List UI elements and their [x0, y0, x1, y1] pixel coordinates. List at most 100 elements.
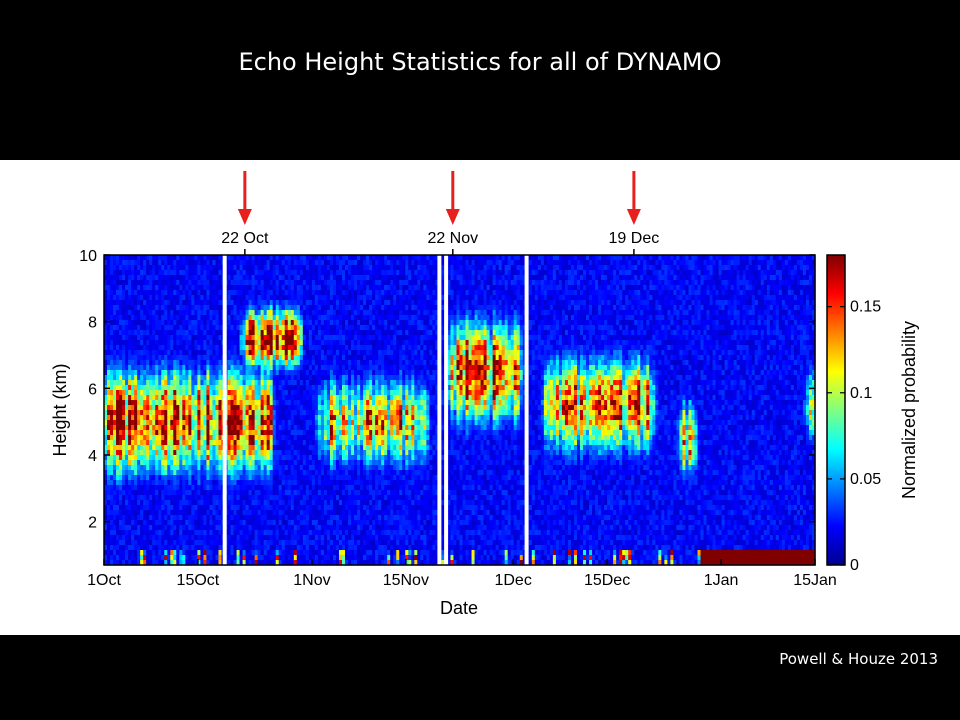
heatmap-cell [326, 465, 331, 471]
heatmap-cell [200, 320, 205, 326]
heatmap-cell [107, 490, 111, 496]
heatmap-cell [122, 525, 126, 531]
heatmap-cell [155, 330, 159, 336]
heatmap-cell [197, 545, 201, 551]
heatmap-cell [227, 295, 232, 301]
heatmap-cell [182, 410, 186, 416]
heatmap-cell [167, 260, 171, 266]
heatmap-cell [308, 345, 313, 351]
heatmap-cell [245, 440, 250, 446]
heatmap-cell [146, 320, 150, 326]
heatmap-cell [212, 280, 217, 286]
heatmap-cell [266, 405, 271, 411]
heatmap-cell [116, 315, 120, 321]
heatmap-cell [305, 505, 310, 511]
heatmap-cell [305, 315, 310, 321]
heatmap-cell [296, 335, 301, 341]
heatmap-cell [290, 370, 295, 376]
heatmap-cell [236, 255, 241, 261]
heatmap-cell [329, 335, 334, 341]
heatmap-cell [317, 510, 322, 516]
heatmap-cell [245, 430, 250, 436]
heatmap-cell [122, 510, 126, 516]
heatmap-cell [158, 440, 162, 446]
heatmap-cell [110, 380, 114, 386]
heatmap-cell [263, 360, 268, 366]
heatmap-cell [320, 275, 325, 281]
heatmap-cell [296, 350, 301, 356]
heatmap-cell [179, 335, 183, 341]
heatmap-cell [233, 560, 238, 566]
heatmap-cell [314, 355, 319, 361]
heatmap-cell [335, 445, 340, 451]
heatmap-cell [212, 275, 217, 281]
heatmap-cell [293, 395, 298, 401]
heatmap-cell [128, 510, 132, 516]
heatmap-cell [284, 480, 289, 486]
heatmap-cell [134, 375, 138, 381]
heatmap-cell [218, 285, 223, 291]
heatmap-cell [197, 485, 201, 491]
heatmap-cell [167, 340, 171, 346]
heatmap-cell [203, 535, 208, 541]
heatmap-cell [203, 315, 208, 321]
heatmap-cell [212, 480, 217, 486]
heatmap-cell [257, 450, 262, 456]
heatmap-cell [332, 265, 337, 271]
heatmap-cell [317, 440, 322, 446]
heatmap-cell [272, 260, 277, 266]
heatmap-cell [215, 320, 220, 326]
heatmap-cell [164, 345, 168, 351]
heatmap-cell [281, 415, 286, 421]
heatmap-cell [203, 350, 208, 356]
heatmap-cell [113, 340, 117, 346]
heatmap-cell [272, 295, 277, 301]
heatmap-cell [119, 350, 123, 356]
heatmap-cell [239, 315, 244, 321]
heatmap-cell [200, 435, 205, 441]
heatmap-cell [161, 315, 165, 321]
heatmap-cell [281, 540, 286, 546]
heatmap-cell [281, 465, 286, 471]
heatmap-cell [284, 395, 289, 401]
heatmap-cell [251, 510, 256, 516]
heatmap-cell [317, 425, 322, 431]
heatmap-cell [110, 375, 114, 381]
heatmap-cell [299, 465, 304, 471]
heatmap-cell [107, 320, 111, 326]
heatmap-cell [269, 335, 274, 341]
heatmap-cell [233, 505, 238, 511]
heatmap-cell [161, 350, 165, 356]
heatmap-cell [345, 425, 349, 431]
heatmap-cell [299, 335, 304, 341]
heatmap-cell [146, 450, 150, 456]
heatmap-cell [113, 475, 117, 481]
heatmap-cell [173, 535, 177, 541]
heatmap-cell [329, 480, 334, 486]
heatmap-cell [146, 540, 150, 546]
heatmap-cell [323, 535, 328, 541]
heatmap-cell [302, 370, 307, 376]
heatmap-cell [149, 350, 153, 356]
heatmap-cell [314, 420, 319, 426]
heatmap-cell [320, 280, 325, 286]
heatmap-cell [188, 260, 192, 266]
heatmap-cell [176, 440, 180, 446]
heatmap-cell [200, 510, 205, 516]
heatmap-cell [272, 340, 277, 346]
heatmap-cell [308, 455, 313, 461]
heatmap-cell [104, 355, 108, 361]
heatmap-cell [284, 515, 289, 521]
heatmap-cell [212, 330, 217, 336]
heatmap-cell [293, 455, 298, 461]
heatmap-cell [152, 320, 156, 326]
heatmap-cell [332, 375, 337, 381]
heatmap-cell [230, 255, 235, 261]
heatmap-cell [278, 370, 283, 376]
heatmap-cell [209, 370, 214, 376]
heatmap-cell [182, 500, 186, 506]
heatmap-cell [254, 555, 259, 561]
heatmap-cell [260, 455, 265, 461]
heatmap-cell [173, 515, 177, 521]
heatmap-cell [209, 520, 214, 526]
